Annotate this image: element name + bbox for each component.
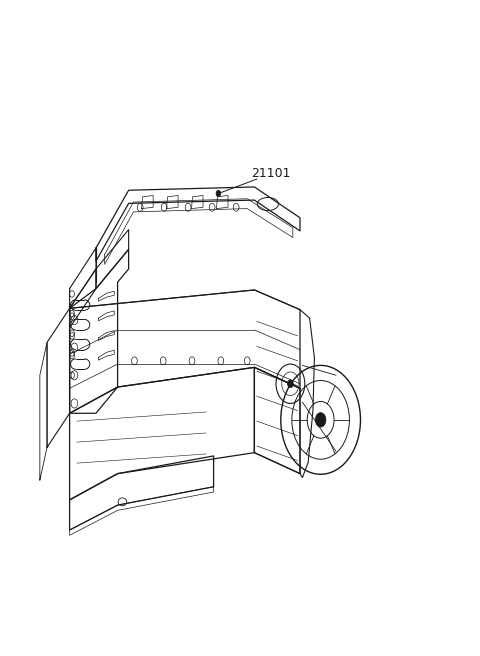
- Text: 21101: 21101: [252, 167, 291, 180]
- Circle shape: [216, 190, 221, 197]
- Circle shape: [315, 413, 326, 427]
- Circle shape: [288, 380, 293, 388]
